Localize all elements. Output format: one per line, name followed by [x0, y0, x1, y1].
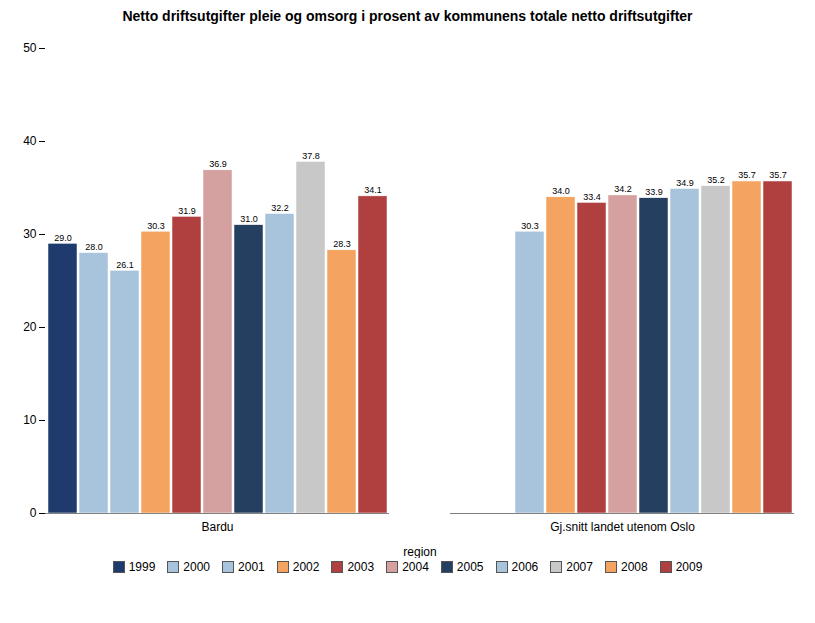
- svg-text:31.0: 31.0: [240, 214, 258, 224]
- svg-text:30.3: 30.3: [147, 221, 165, 231]
- svg-text:29.0: 29.0: [54, 233, 72, 243]
- svg-text:32.2: 32.2: [271, 203, 289, 213]
- svg-text:region: region: [403, 545, 436, 559]
- html-text:2005: 2005: [456, 560, 484, 574]
- svg-text:10: 10: [23, 413, 37, 427]
- html-text:2007: 2007: [566, 560, 593, 574]
- html-text:2001: 2001: [238, 560, 265, 574]
- svg-text:Bardu: Bardu: [201, 520, 233, 534]
- svg-text:50: 50: [23, 41, 37, 55]
- svg-text:30: 30: [23, 227, 37, 241]
- svg-text:35.7: 35.7: [769, 170, 787, 180]
- svg-text:30.3: 30.3: [521, 221, 539, 231]
- svg-text:33.9: 33.9: [645, 187, 663, 197]
- svg-text:31.9: 31.9: [178, 206, 196, 216]
- svg-text:35.2: 35.2: [707, 175, 725, 185]
- html-text:2003: 2003: [347, 560, 375, 574]
- html-text:2002: 2002: [292, 560, 320, 574]
- svg-text:20: 20: [23, 320, 37, 334]
- svg-text:34.9: 34.9: [676, 178, 694, 188]
- svg-text:40: 40: [23, 134, 37, 148]
- svg-text:35.7: 35.7: [738, 170, 756, 180]
- svg-text:34.2: 34.2: [614, 184, 632, 194]
- svg-text:Gj.snitt landet utenom Oslo: Gj.snitt landet utenom Oslo: [550, 520, 695, 534]
- svg-text:37.8: 37.8: [302, 151, 320, 161]
- html-text:2009: 2009: [675, 560, 703, 574]
- html-text:Netto driftsutgifter pleie og: Netto driftsutgifter pleie og omsorg i p…: [122, 8, 693, 24]
- html-text:2008: 2008: [621, 560, 648, 574]
- svg-text:28.0: 28.0: [85, 242, 103, 252]
- svg-text:36.9: 36.9: [209, 159, 227, 169]
- html-text:2006: 2006: [511, 560, 539, 574]
- html-text:2004: 2004: [402, 560, 429, 574]
- html-text:1999: 1999: [128, 560, 156, 574]
- svg-text:33.4: 33.4: [583, 192, 601, 202]
- svg-text:34.0: 34.0: [552, 186, 570, 196]
- html-text:2000: 2000: [183, 560, 210, 574]
- svg-text:28.3: 28.3: [333, 239, 351, 249]
- svg-text:26.1: 26.1: [116, 260, 134, 270]
- svg-text:34.1: 34.1: [364, 185, 382, 195]
- svg-text:0: 0: [30, 506, 37, 520]
